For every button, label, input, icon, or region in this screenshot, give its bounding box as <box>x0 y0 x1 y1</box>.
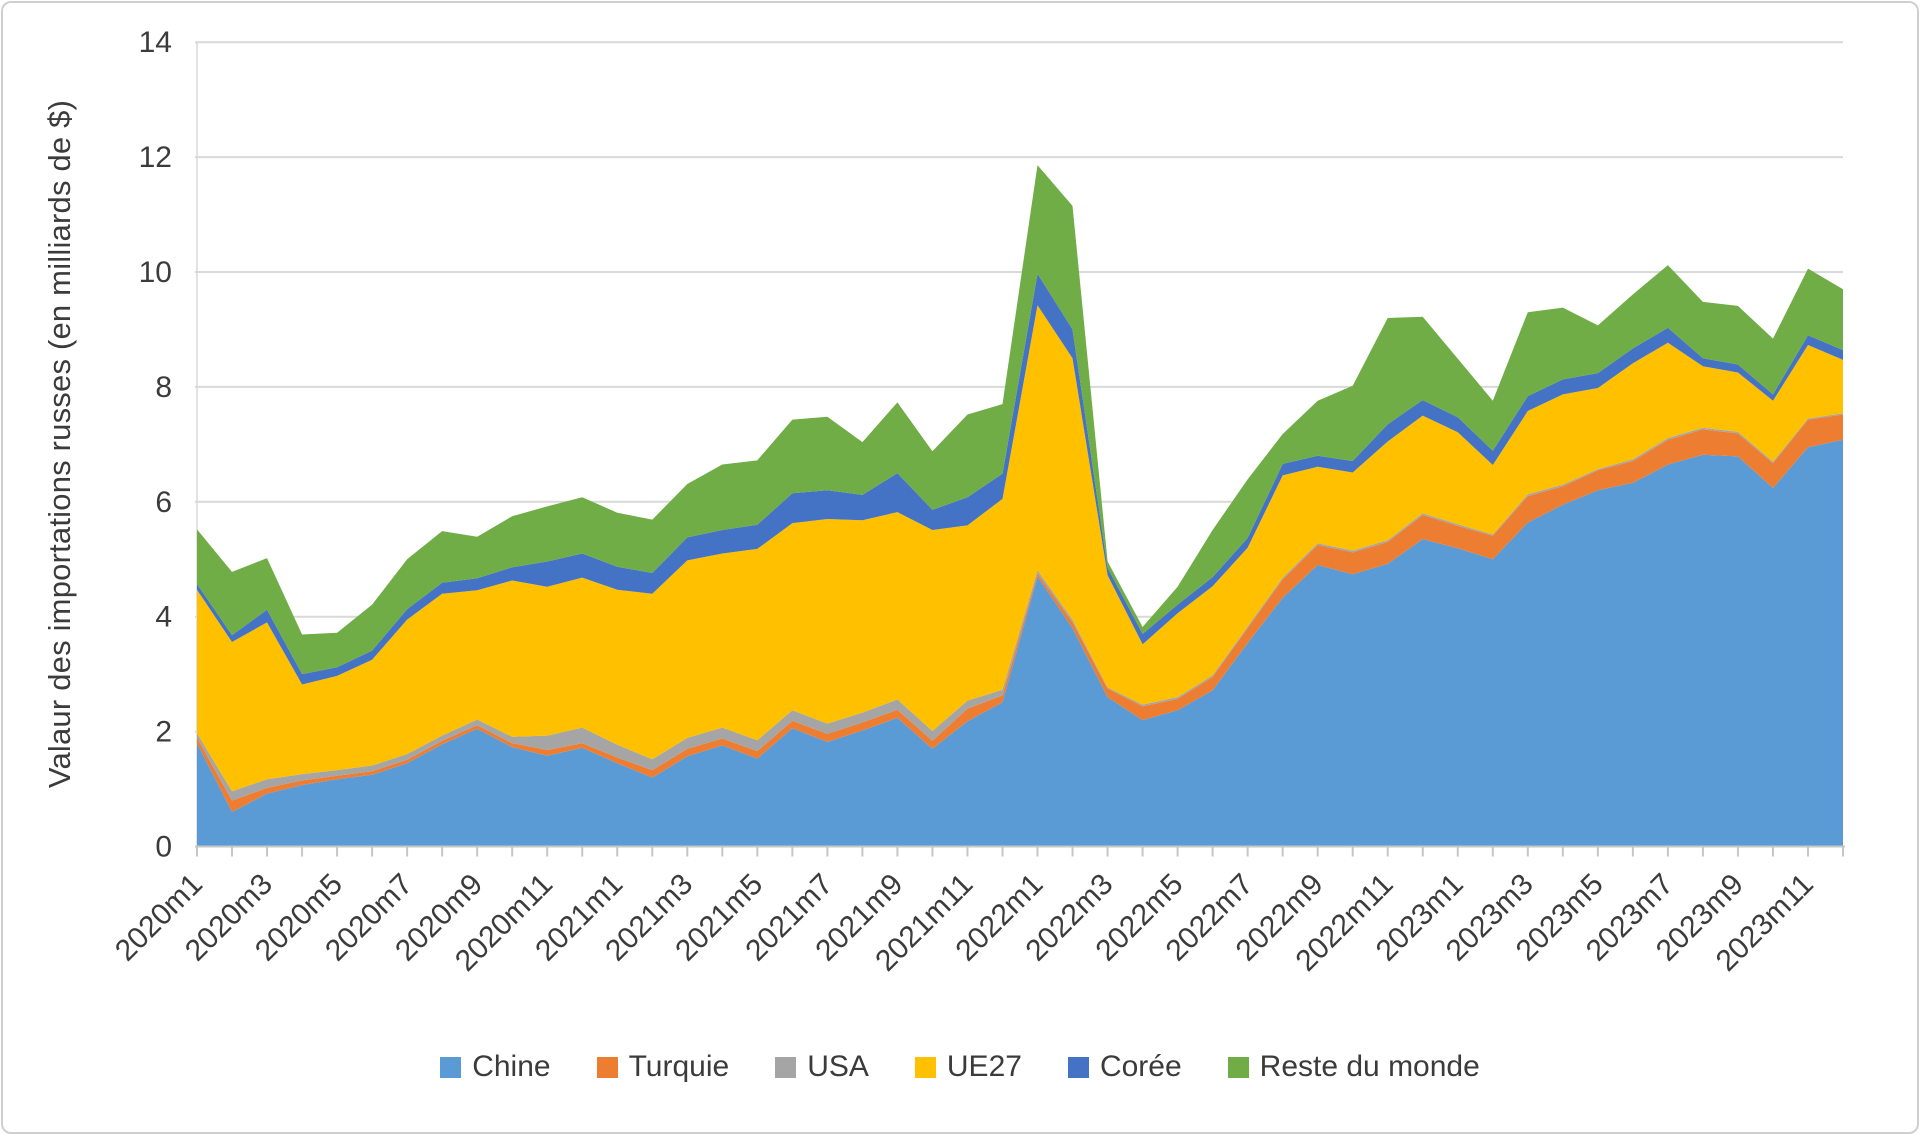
legend-item-turquie: Turquie <box>596 1050 730 1084</box>
stacked-areas <box>197 165 1843 847</box>
legend-swatch-icon <box>1067 1056 1089 1078</box>
area-series-reste-du-monde <box>197 165 1843 675</box>
legend-item-chine: Chine <box>440 1050 551 1084</box>
legend-label: USA <box>807 1050 869 1083</box>
area-series-cor-e <box>197 273 1843 685</box>
y-axis-tick-label: 2 <box>155 716 172 749</box>
y-axis-tick-label: 14 <box>139 26 172 59</box>
legend-label: Turquie <box>628 1050 730 1083</box>
legend-swatch-icon <box>1227 1056 1249 1078</box>
legend-swatch-icon <box>440 1056 462 1078</box>
y-axis-tick-label: 10 <box>139 256 172 289</box>
y-axis-tick-label: 4 <box>155 601 172 634</box>
legend-label: Chine <box>472 1050 551 1083</box>
legend-swatch-icon <box>596 1056 618 1078</box>
y-axis-tick-label: 6 <box>155 486 172 519</box>
y-axis-tick-label: 12 <box>139 141 172 174</box>
x-axis-labels: 2020m12020m32020m52020m72020m92020m11202… <box>109 868 1820 978</box>
y-axis-tick-label: 8 <box>155 371 172 404</box>
legend-label: Corée <box>1099 1050 1182 1083</box>
area-series-ue27 <box>197 305 1843 792</box>
y-axis-tick-label: 0 <box>155 831 172 864</box>
legend: Chine Turquie USA UE27 Corée Reste du monde <box>0 1050 1920 1084</box>
area-series-turquie <box>197 414 1843 812</box>
legend-swatch-icon <box>914 1056 936 1078</box>
y-axis-title-text: Valaur des importations russes (en milli… <box>42 99 77 789</box>
legend-item-cor-e: Corée <box>1067 1050 1182 1084</box>
y-axis-labels: 0 2 4 6 8 10 12 14 <box>139 26 172 863</box>
legend-item-reste-du-monde: Reste du monde <box>1227 1050 1480 1084</box>
legend-item-ue27: UE27 <box>914 1050 1022 1084</box>
legend-swatch-icon <box>775 1056 797 1078</box>
legend-label: Reste du monde <box>1259 1050 1480 1083</box>
legend-item-usa: USA <box>775 1050 869 1084</box>
area-series-chine <box>197 439 1843 847</box>
x-axis-ticks <box>196 846 1844 857</box>
legend-label: UE27 <box>946 1050 1022 1083</box>
